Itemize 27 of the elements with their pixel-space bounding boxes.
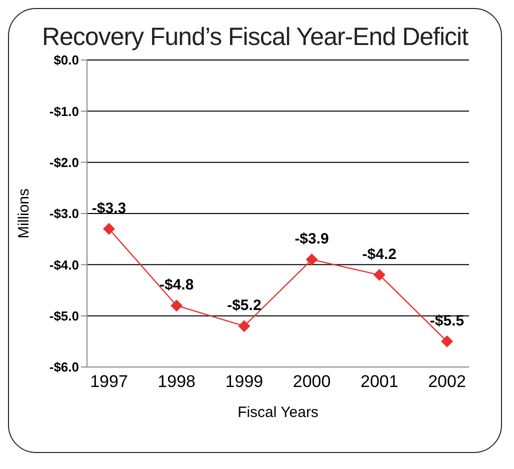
x-tick-label: 2002: [428, 372, 466, 392]
point: [373, 268, 386, 281]
x-tick-label: 1999: [225, 372, 264, 392]
point: [170, 300, 183, 312]
y-axis-title: Millions: [15, 188, 32, 239]
data-label: -$4.2: [362, 246, 396, 263]
data-label: -$3.3: [92, 200, 126, 217]
chart-title: Recovery Fund’s Fiscal Year-End Deficit: [40, 23, 470, 52]
point: [306, 254, 318, 266]
x-tick-label: 2001: [360, 372, 398, 392]
data-label: -$3.9: [294, 230, 329, 248]
y-tick-label: -$2.0: [49, 154, 79, 170]
data-label: -$5.2: [227, 297, 262, 314]
x-axis-title: Fiscal Years: [238, 404, 318, 421]
y-tick-label: -$1.0: [49, 104, 79, 119]
x-tick-label: 1997: [90, 372, 128, 392]
y-tick-label: -$4.0: [49, 257, 79, 272]
y-tick-label: -$3.0: [49, 206, 79, 222]
point: [103, 222, 115, 235]
point: [238, 320, 250, 332]
data-label: -$4.8: [160, 276, 194, 294]
x-tick-label: 2000: [292, 372, 331, 392]
y-tick-label: -$5.0: [49, 308, 79, 324]
x-tick-label: 1998: [158, 372, 196, 392]
y-tick-label: $0.0: [54, 52, 79, 68]
y-tick-label: -$6.0: [49, 360, 79, 375]
point: [441, 335, 453, 348]
